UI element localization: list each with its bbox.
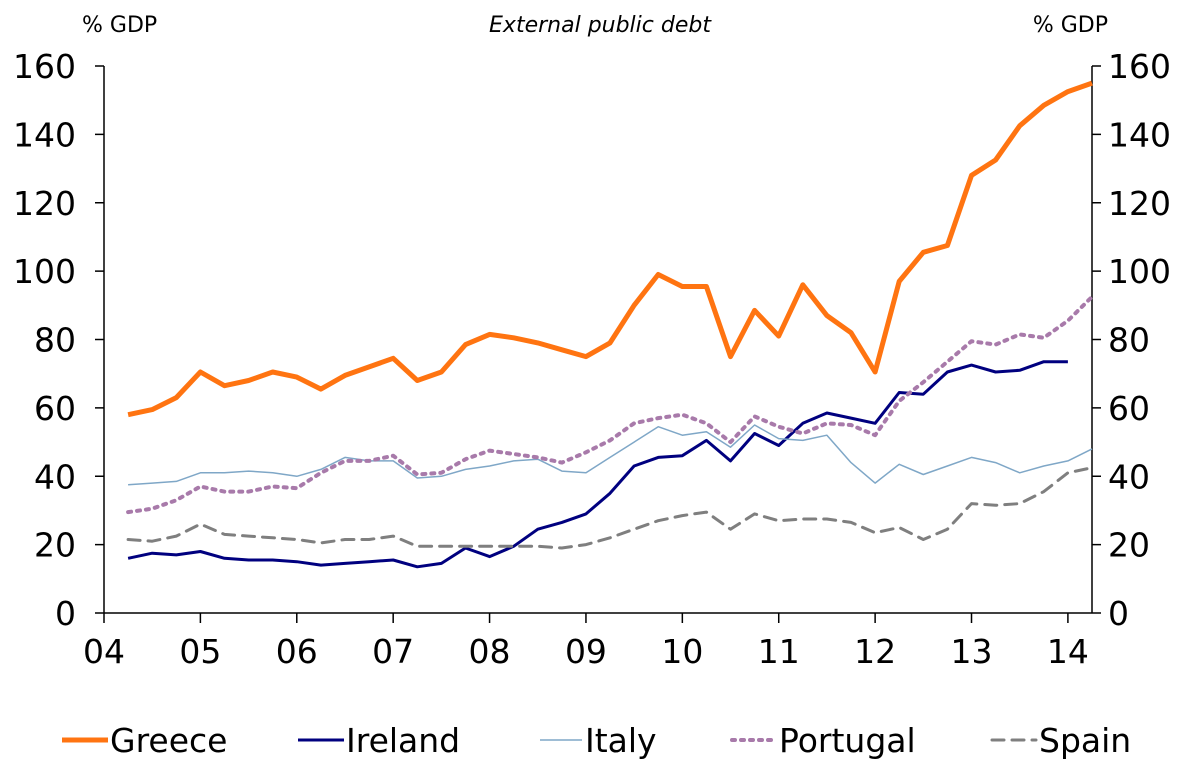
left-y-tick-label: 40 xyxy=(34,457,76,496)
left-y-tick-label: 120 xyxy=(13,184,76,223)
right-y-tick-label: 120 xyxy=(1108,184,1171,223)
left-y-tick-label: 100 xyxy=(13,252,76,291)
legend-label-ireland: Ireland xyxy=(346,721,460,760)
right-axis-unit-label: % GDP xyxy=(1033,13,1108,38)
right-y-tick-label: 40 xyxy=(1108,457,1150,496)
series-line-italy xyxy=(128,424,1093,486)
x-tick-label: 13 xyxy=(951,632,993,671)
left-y-tick-label: 80 xyxy=(34,321,76,360)
series-line-portugal xyxy=(126,294,1094,515)
left-y-tick-label: 160 xyxy=(13,47,76,86)
right-y-tick-label: 60 xyxy=(1108,389,1150,428)
series-line-spain xyxy=(126,466,1094,550)
legend-label-greece: Greece xyxy=(110,721,227,760)
right-y-tick-label: 100 xyxy=(1108,252,1171,291)
x-tick-label: 14 xyxy=(1047,632,1089,671)
legend-label-spain: Spain xyxy=(1039,721,1131,760)
right-y-tick-label: 140 xyxy=(1108,115,1171,154)
left-y-tick-label: 60 xyxy=(34,389,76,428)
x-tick-label: 07 xyxy=(372,632,414,671)
series-layer xyxy=(126,80,1094,569)
legend-label-italy: Italy xyxy=(585,721,657,760)
x-tick-label: 06 xyxy=(276,632,318,671)
chart-title: External public debt xyxy=(489,13,712,38)
left-y-tick-label: 20 xyxy=(34,526,76,565)
legend-label-portugal: Portugal xyxy=(779,721,916,760)
x-tick-label: 08 xyxy=(469,632,511,671)
left-y-tick-label: 140 xyxy=(13,115,76,154)
x-tick-label: 11 xyxy=(758,632,800,671)
legend: Greece Ireland Italy Portugal Spain xyxy=(62,721,1131,760)
series-line-greece xyxy=(127,80,1093,418)
left-axis-unit-label: % GDP xyxy=(82,13,157,38)
right-y-tick-label: 80 xyxy=(1108,321,1150,360)
left-y-tick-label: 0 xyxy=(55,594,76,633)
x-tick-label: 04 xyxy=(83,632,125,671)
axes: 0 0 20 20 40 40 60 60 80 80 100 100 120 120 140 140 160 1… xyxy=(13,47,1171,671)
right-y-tick-label: 0 xyxy=(1108,594,1129,633)
x-tick-label: 09 xyxy=(565,632,607,671)
x-tick-label: 05 xyxy=(179,632,221,671)
right-y-tick-label: 160 xyxy=(1108,47,1171,86)
x-tick-label: 12 xyxy=(854,632,896,671)
right-y-tick-label: 20 xyxy=(1108,526,1150,565)
x-tick-label: 10 xyxy=(661,632,703,671)
